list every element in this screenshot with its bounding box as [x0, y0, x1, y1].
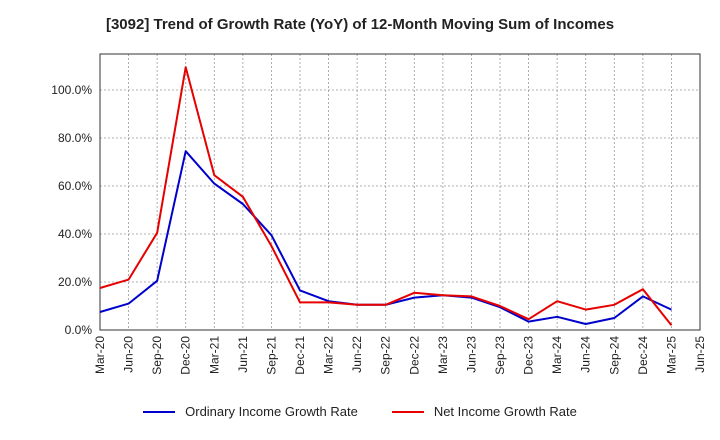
x-tick-label: Jun-21 — [236, 336, 250, 373]
grid — [99, 54, 701, 331]
x-tick-label: Mar-22 — [322, 336, 336, 374]
x-tick-label: Mar-21 — [207, 336, 221, 374]
x-tick-label: Jun-23 — [464, 336, 478, 373]
chart-title: [3092] Trend of Growth Rate (YoY) of 12-… — [105, 16, 615, 33]
y-tick-label: 60.0% — [58, 179, 92, 193]
x-tick-label: Mar-25 — [664, 336, 678, 374]
x-tick-label: Sep-23 — [493, 336, 507, 375]
x-tick-label: Sep-22 — [379, 336, 393, 375]
legend-label-net-income: Net Income Growth Rate — [433, 404, 577, 419]
series-line-net-income — [99, 66, 673, 326]
legend-item-ordinary-income: Ordinary Income Growth Rate — [143, 404, 358, 419]
y-tick-label: 80.0% — [58, 131, 92, 145]
x-tick-label: Jun-24 — [579, 336, 593, 373]
x-tick-label: Jun-25 — [693, 336, 707, 373]
x-tick-label: Dec-24 — [636, 336, 650, 375]
x-tick-label: Mar-24 — [550, 336, 564, 374]
legend-label-ordinary-income: Ordinary Income Growth Rate — [185, 404, 358, 419]
legend: Ordinary Income Growth Rate Net Income G… — [0, 404, 720, 419]
x-tick-label: Sep-24 — [607, 336, 621, 375]
x-tick-label: Mar-23 — [436, 336, 450, 374]
x-tick-label: Dec-21 — [293, 336, 307, 375]
plot-frame — [99, 53, 701, 331]
x-tick-label: Dec-22 — [407, 336, 421, 375]
x-tick-label: Sep-20 — [150, 336, 164, 375]
x-tick-label: Mar-20 — [93, 336, 107, 374]
legend-swatch-net-income — [391, 410, 424, 413]
legend-swatch-ordinary-income — [143, 410, 176, 413]
axes: 0.0% 20.0% 40.0% 60.0% 80.0% 100.0% Mar-20 Jun-… — [51, 53, 707, 375]
x-tick-label: Jun-22 — [350, 336, 364, 373]
y-tick-label: 100.0% — [51, 83, 92, 97]
legend-item-net-income: Net Income Growth Rate — [391, 404, 577, 419]
x-tick-label: Sep-21 — [264, 336, 278, 375]
x-tick-label: Jun-20 — [122, 336, 136, 373]
y-tick-label: 0.0% — [65, 323, 93, 337]
x-tick-label: Dec-20 — [179, 336, 193, 375]
x-tick-label: Dec-23 — [522, 336, 536, 375]
y-tick-label: 40.0% — [58, 227, 92, 241]
series — [99, 66, 673, 326]
y-tick-label: 20.0% — [58, 275, 92, 289]
